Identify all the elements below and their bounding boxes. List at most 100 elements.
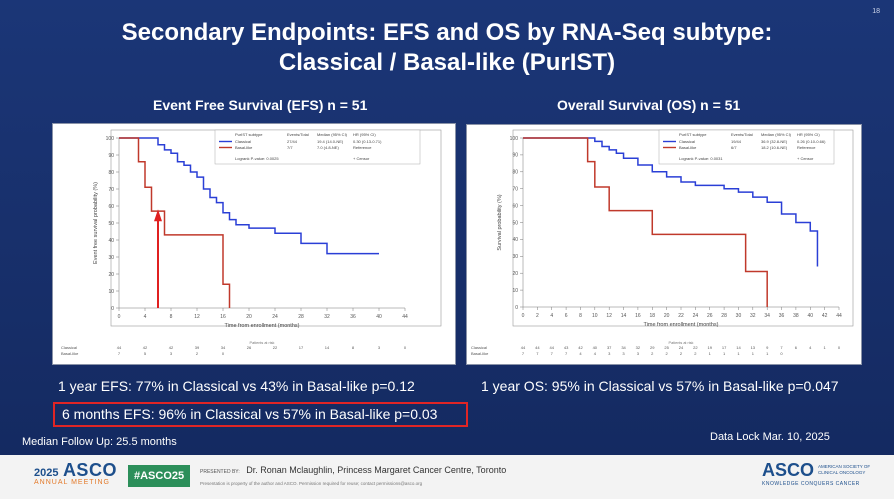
efs-y-tick-label: 90: [108, 153, 114, 159]
os-at-risk-value: 1: [723, 351, 726, 356]
efs-legend-header: PurIST subtype: [235, 132, 263, 137]
os-at-risk-row-label: Basal-like: [471, 351, 489, 356]
efs-x-tick-label: 8: [170, 314, 173, 320]
os-x-tick-label: 40: [807, 313, 813, 319]
os-x-tick-label: 12: [606, 313, 612, 319]
os-chart-panel: 0 10 20 30 40 50 60 70 80 90 100 0 2 4 6 8 10 12 14 16 18 20 2…: [466, 124, 862, 365]
os-y-tick-label: 50: [512, 220, 518, 226]
os-x-tick-label: 20: [664, 313, 670, 319]
os-x-tick-label: 10: [592, 313, 598, 319]
os-legend-cell: 19/44: [731, 139, 742, 144]
asco-society-name: AMERICAN SOCIETY OF CLINICAL ONCOLOGY: [818, 464, 871, 475]
os-x-tick-label: 16: [635, 313, 641, 319]
highlight-box: [53, 402, 468, 427]
os-legend-header: HR (95% CI): [797, 132, 820, 137]
os-y-tick-label: 60: [512, 203, 518, 209]
efs-logrank: Logrank P-value: 0.0025: [235, 156, 279, 161]
os-x-tick-label: 32: [750, 313, 756, 319]
hashtag-badge: #ASCO25: [128, 465, 191, 487]
os-y-tick-label: 10: [512, 288, 518, 294]
os-x-tick-label: 42: [822, 313, 828, 319]
efs-legend-cell: 19.4 (14.0-NE): [317, 139, 344, 144]
os-at-risk-value: 37: [607, 345, 612, 350]
efs-x-tick-label: 12: [194, 314, 200, 320]
efs-censor-key: + Censor: [353, 156, 370, 161]
efs-y-tick-label: 80: [108, 170, 114, 176]
os-at-risk-value: 0: [780, 351, 783, 356]
os-at-risk-value: 43: [564, 345, 569, 350]
os-x-tick-label: 18: [649, 313, 655, 319]
efs-six-month-stat: 6 months EFS: 96% in Classical vs 57% in…: [62, 406, 438, 422]
efs-at-risk-value: 17: [299, 345, 304, 350]
efs-x-tick-label: 0: [118, 314, 121, 320]
efs-y-tick-label: 20: [108, 272, 114, 278]
os-at-risk-value: 2: [694, 351, 697, 356]
os-at-risk-value: 32: [636, 345, 641, 350]
os-x-axis-label: Time from enrollment (months): [644, 322, 719, 328]
efs-chart-panel: 0 10 20 30 40 50 60 70 80 90 100 0 4 8 12 16 20 24 28 32 36 4…: [52, 123, 456, 365]
footer: 2025 ASCO ANNUAL MEETING #ASCO25 PRESENT…: [0, 455, 894, 499]
os-y-tick-label: 30: [512, 254, 518, 260]
asco-annual-meeting: ANNUAL MEETING: [34, 479, 110, 486]
os-at-risk-value: 1: [824, 345, 827, 350]
os-at-risk-value: 4: [594, 351, 597, 356]
os-at-risk-value: 3: [608, 351, 611, 356]
os-legend-header: Events/Total: [731, 132, 753, 137]
os-at-risk-value: 9: [766, 345, 769, 350]
os-at-risk-value: 25: [664, 345, 669, 350]
efs-x-tick-label: 44: [402, 314, 408, 320]
os-x-tick-label: 38: [793, 313, 799, 319]
efs-at-risk-value: 5: [144, 351, 147, 356]
efs-x-tick-label: 40: [376, 314, 382, 320]
efs-x-tick-label: 32: [324, 314, 330, 320]
os-at-risk-row-label: Classical: [471, 345, 487, 350]
asco-society-logo: ASCO AMERICAN SOCIETY OF CLINICAL ONCOLO…: [762, 460, 870, 487]
os-panel-title: Overall Survival (OS) n = 51: [557, 97, 741, 113]
os-at-risk-value: 19: [708, 345, 713, 350]
os-at-risk-value: 2: [666, 351, 669, 356]
efs-at-risk-value: 8: [352, 345, 355, 350]
os-y-tick-label: 90: [512, 153, 518, 159]
os-series-basal-like-line: [523, 137, 768, 307]
efs-y-tick-label: 30: [108, 255, 114, 261]
os-legend-header: PurIST subtype: [679, 132, 707, 137]
os-at-risk-value: 4: [579, 351, 582, 356]
os-y-tick-label: 100: [510, 136, 519, 142]
efs-legend-header: Median (95% CI): [317, 132, 348, 137]
efs-x-tick-label: 20: [246, 314, 252, 320]
os-at-risk-value: 7: [565, 351, 568, 356]
efs-at-risk-value: 34: [221, 345, 226, 350]
asco-year: 2025: [34, 467, 59, 479]
os-legend-cell: Basal-like: [679, 145, 697, 150]
os-y-tick-label: 20: [512, 271, 518, 277]
data-lock: Data Lock Mar. 10, 2025: [710, 431, 830, 443]
os-legend-cell: 0.26 (0.10-0.66): [797, 139, 826, 144]
asco-tagline: KNOWLEDGE CONQUERS CANCER: [762, 481, 860, 487]
os-at-risk-value: 3: [622, 351, 625, 356]
os-x-tick-label: 26: [707, 313, 713, 319]
os-at-risk-value: 7: [551, 351, 554, 356]
efs-x-axis-label: Time from enrollment (months): [225, 323, 300, 329]
efs-legend-cell: 0.30 (0.13-0.71): [353, 139, 382, 144]
efs-y-tick-label: 0: [111, 306, 114, 312]
os-at-risk-title: Patients at risk: [669, 341, 694, 345]
efs-y-tick-label: 50: [108, 221, 114, 227]
efs-legend-box: [214, 129, 421, 165]
os-at-risk-value: 1: [737, 351, 740, 356]
efs-series-basal-like-line: [119, 137, 231, 308]
os-x-tick-label: 2: [536, 313, 539, 319]
efs-x-tick-label: 28: [298, 314, 304, 320]
slide-title-line1: Secondary Endpoints: EFS and OS by RNA-S…: [121, 19, 773, 46]
efs-legend-header: HR (95% CI): [353, 132, 376, 137]
os-y-tick-label: 70: [512, 187, 518, 193]
os-at-risk-value: 29: [650, 345, 655, 350]
os-at-risk-value: 24: [679, 345, 684, 350]
os-series-classical-line: [523, 137, 819, 267]
efs-legend-cell: 7.0 (4.8-NE): [317, 145, 339, 150]
os-legend-header: Median (95% CI): [761, 132, 792, 137]
os-at-risk-value: 1: [709, 351, 712, 356]
os-at-risk-value: 7: [780, 345, 783, 350]
os-at-risk-value: 7: [522, 351, 525, 356]
efs-at-risk-value: 2: [196, 351, 199, 356]
